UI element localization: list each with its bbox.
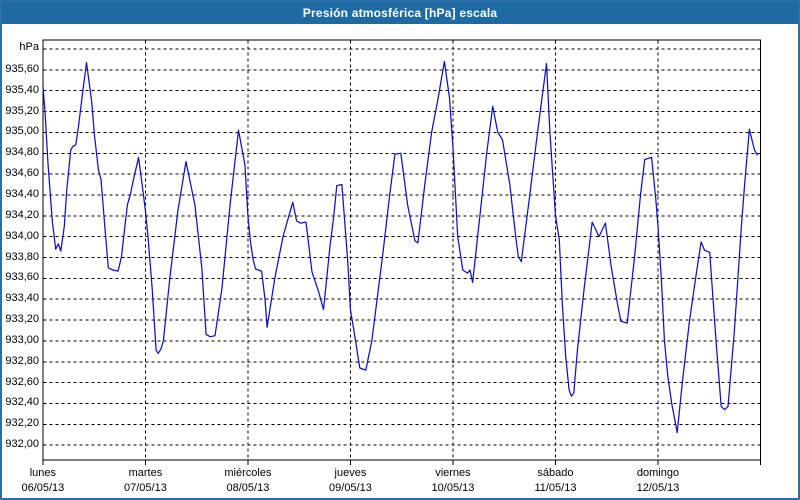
- plot-border: [42, 39, 761, 461]
- chart-title: Presión atmosférica [hPa] escala: [302, 6, 498, 20]
- pressure-line: [42, 60, 759, 434]
- chart-title-bar: Presión atmosférica [hPa] escala: [2, 2, 798, 24]
